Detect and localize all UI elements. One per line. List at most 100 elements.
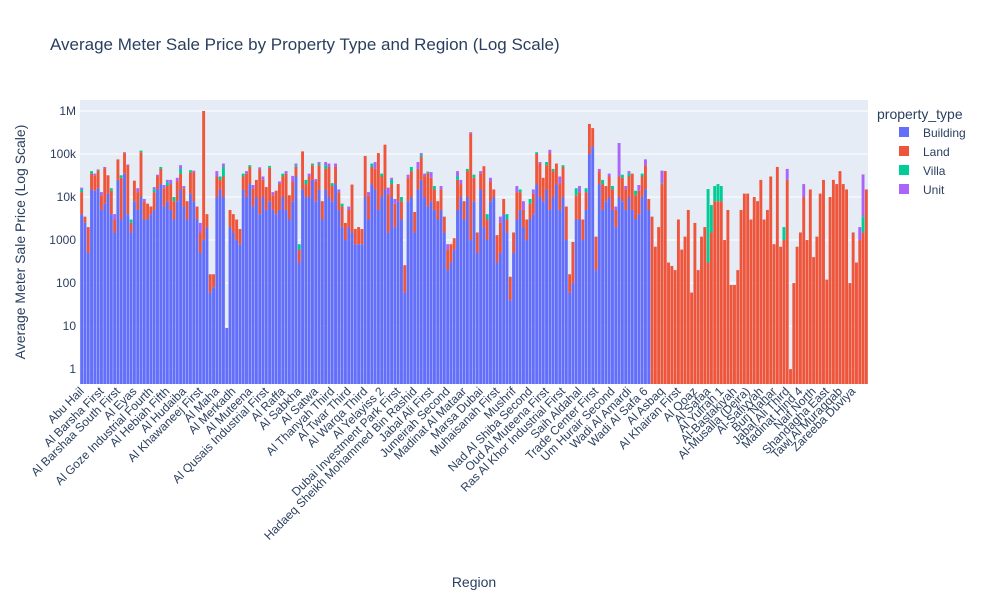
bar-segment-land — [175, 181, 179, 202]
bar-segment-land — [858, 240, 862, 384]
bar-segment-building — [156, 189, 159, 384]
bar-segment-land — [785, 179, 789, 384]
bar-segment-building — [436, 219, 440, 384]
bar-segment-land — [403, 265, 407, 293]
bar-segment-land — [719, 201, 723, 384]
bar-segment-building — [475, 252, 479, 384]
bar-segment-unit — [439, 186, 443, 190]
bar-segment-building — [278, 209, 281, 384]
bar-segment-unit — [99, 192, 103, 196]
bar-segment-land — [634, 195, 638, 220]
bar-segment-building — [185, 219, 189, 384]
bar-segment-land — [416, 168, 420, 190]
bar-segment-building — [604, 201, 608, 384]
bar-segment-building — [350, 232, 354, 384]
bar-segment-land — [90, 173, 93, 190]
bar-segment-land — [334, 166, 337, 185]
bar-segment-land — [713, 201, 717, 384]
bar-segment-building — [225, 328, 229, 384]
bar-segment-building — [512, 252, 516, 384]
bar-segment-land — [132, 180, 136, 202]
bar-segment-land — [304, 184, 308, 198]
bar-segment-land — [241, 176, 245, 190]
bar-segment-building — [304, 197, 308, 384]
bar-segment-land — [736, 270, 740, 384]
bar-segment-building — [90, 189, 93, 384]
bar-segment-land — [146, 203, 150, 220]
bar-segment-building — [205, 227, 209, 384]
bar-segment-land — [676, 219, 680, 384]
bar-segment-villa — [456, 176, 459, 180]
bar-segment-building — [541, 201, 545, 384]
bar-segment-building — [528, 219, 532, 384]
bars-layer — [80, 110, 868, 384]
bar-segment-land — [538, 163, 542, 198]
bar-segment-unit — [785, 168, 789, 180]
bar-segment-land — [535, 153, 539, 185]
bar-segment-building — [264, 209, 268, 384]
bar-segment-villa — [159, 166, 163, 169]
bar-segment-building — [535, 184, 539, 384]
bar-segment-land — [607, 176, 611, 198]
bar-segment-land — [627, 176, 631, 198]
bar-segment-unit — [531, 189, 535, 194]
bar-segment-unit — [284, 171, 288, 174]
bar-segment-land — [159, 168, 163, 185]
bar-segment-building — [360, 244, 364, 384]
bar-segment-unit — [93, 173, 97, 176]
bar-segment-land — [729, 285, 733, 384]
bar-segment-unit — [123, 152, 126, 154]
bar-segment-building — [643, 189, 647, 384]
bar-segment-unit — [136, 188, 140, 193]
bar-segment-villa — [713, 186, 717, 202]
bar-segment-building — [113, 232, 117, 384]
bar-segment-land — [660, 184, 664, 384]
bar-segment-land — [142, 201, 146, 220]
bar-segment-land — [782, 240, 786, 384]
bar-segment-building — [568, 292, 572, 384]
bar-segment-building — [525, 240, 529, 384]
bar-segment-land — [822, 179, 825, 384]
bar-segment-villa — [709, 205, 713, 233]
bar-segment-land — [294, 166, 298, 177]
bar-segment-land — [350, 184, 354, 233]
y-tick-label: 100k — [50, 147, 77, 161]
bar-segment-building — [426, 206, 430, 384]
bar-segment-land — [495, 235, 499, 263]
legend-label-land: Land — [923, 145, 950, 159]
bar-segment-land — [202, 110, 206, 241]
bar-segment-building — [116, 179, 120, 384]
bar-segment-building — [271, 209, 275, 384]
bar-segment-building — [409, 197, 413, 384]
bar-segment-building — [192, 201, 196, 384]
x-axis-title: Region — [452, 574, 496, 590]
bar-segment-land — [268, 167, 272, 202]
bar-segment-building — [317, 189, 321, 384]
bar-segment-building — [149, 214, 153, 384]
bar-segment-land — [340, 206, 344, 228]
bar-segment-building — [198, 252, 202, 384]
bar-segment-land — [578, 192, 581, 220]
bar-segment-land — [278, 184, 281, 210]
bar-segment-land — [841, 184, 845, 384]
bar-segment-unit — [258, 167, 262, 170]
bar-segment-land — [380, 176, 384, 198]
bar-segment-unit — [337, 189, 341, 193]
bar-segment-unit — [469, 132, 473, 134]
bar-segment-building — [469, 240, 473, 384]
bar-segment-land — [706, 262, 710, 384]
bar-segment-building — [597, 184, 601, 384]
bar-segment-building — [126, 214, 130, 384]
y-tick-label: 10 — [63, 319, 77, 333]
bar-segment-land — [775, 166, 779, 384]
bar-segment-land — [505, 219, 509, 233]
bar-segment-villa — [706, 189, 710, 263]
bar-segment-villa — [179, 168, 183, 174]
bar-segment-land — [815, 236, 819, 384]
bar-segment-land — [400, 201, 403, 220]
bar-segment-unit — [406, 174, 410, 178]
bar-segment-land — [472, 177, 476, 202]
bar-segment-villa — [119, 175, 123, 178]
bar-segment-land — [96, 170, 100, 189]
